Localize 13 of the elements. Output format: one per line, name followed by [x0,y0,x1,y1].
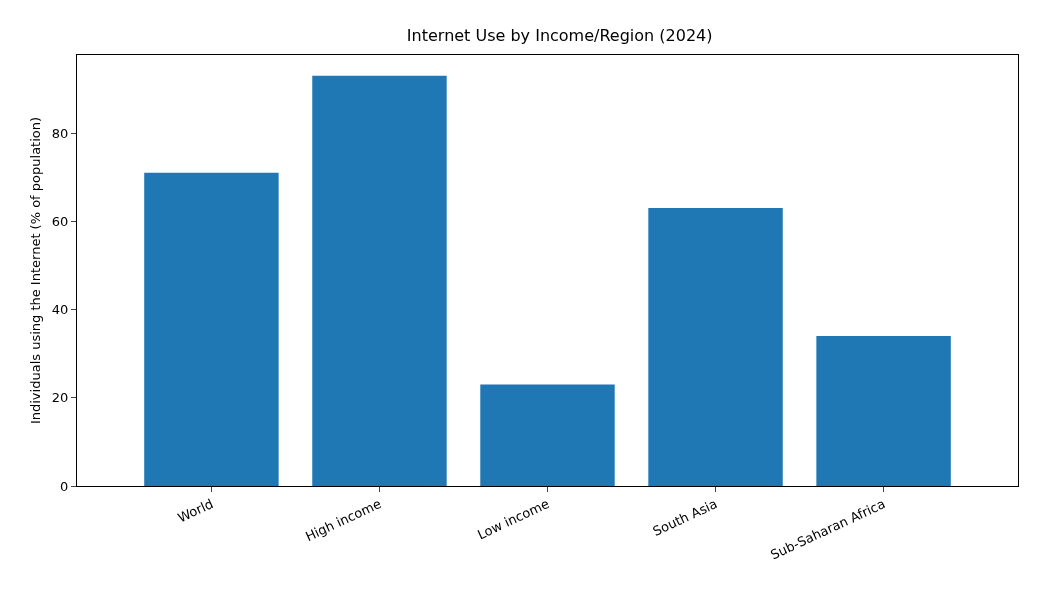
x-tick-label: South Asia [650,496,720,539]
chart-title: Internet Use by Income/Region (2024) [406,26,713,46]
bar [816,336,951,486]
y-tick-label: 0 [60,478,69,494]
y-tick-label: 20 [51,390,69,406]
y-tick-label: 80 [51,125,69,141]
bar [648,208,783,486]
y-tick-label: 40 [51,302,69,318]
bar [312,75,447,486]
y-axis-title: Individuals using the Internet (% of population) [27,116,43,425]
bar [144,172,279,486]
y-tick-label: 60 [51,213,69,229]
bar [480,384,615,486]
